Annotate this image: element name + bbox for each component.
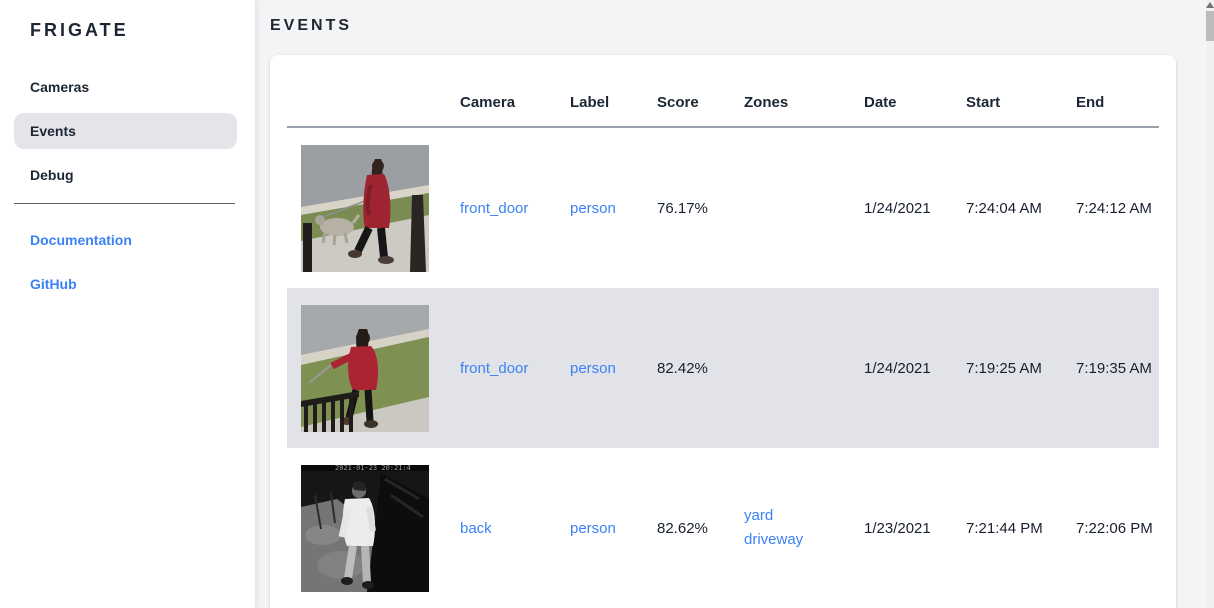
sidebar-nav: Cameras Events Debug Documentation GitHu… [0, 69, 255, 302]
camera-cell: back [460, 520, 570, 537]
label-cell: person [570, 520, 657, 537]
zone-link[interactable]: driveway [744, 531, 804, 548]
table-header-row: Camera Label Score Zones Date Start End [287, 55, 1159, 128]
event-thumbnail[interactable] [287, 144, 460, 272]
column-header-end: End [1076, 94, 1105, 111]
date-cell: 1/23/2021 [864, 519, 931, 537]
label-cell: person [570, 360, 657, 377]
main-content: EVENTS Camera Label Score Zones Date Sta… [255, 0, 1214, 608]
start-cell: 7:19:25 AM [966, 359, 1042, 377]
svg-text:2021-01-23 20:21:4: 2021-01-23 20:21:4 [335, 465, 411, 472]
table-row-selected[interactable]: front_door person 82.42% 1/24/2021 7:19:… [287, 288, 1159, 448]
column-header-camera: Camera [460, 94, 516, 111]
scrollbar-thumb[interactable] [1206, 11, 1214, 41]
sidebar-item-events[interactable]: Events [14, 113, 237, 149]
events-card: Camera Label Score Zones Date Start End [270, 55, 1176, 608]
sidebar-item-debug[interactable]: Debug [30, 167, 74, 183]
start-cell: 7:21:44 PM [966, 519, 1043, 537]
event-thumbnail[interactable]: 2021-01-23 20:21:4 [287, 464, 460, 592]
event-thumbnail-image [301, 144, 429, 272]
date-cell: 1/24/2021 [864, 359, 931, 377]
sidebar-link-github[interactable]: GitHub [30, 276, 77, 292]
event-thumbnail-image: 2021-01-23 20:21:4 [301, 464, 429, 592]
date-cell: 1/24/2021 [864, 199, 931, 217]
end-cell: 7:22:06 PM [1076, 519, 1153, 537]
app-logo[interactable]: FRIGATE [30, 20, 129, 40]
start-cell: 7:24:04 AM [966, 199, 1042, 217]
scrollbar[interactable] [1206, 0, 1214, 608]
column-header-zones: Zones [744, 94, 789, 111]
camera-cell: front_door [460, 200, 570, 217]
camera-link[interactable]: back [460, 519, 492, 537]
score-cell: 76.17% [657, 199, 708, 217]
column-header-label: Label [570, 94, 610, 111]
zones-cell: yard driveway [744, 504, 864, 552]
page-title: EVENTS [270, 17, 353, 34]
event-thumbnail-image [301, 304, 429, 432]
score-cell: 82.62% [657, 519, 708, 537]
event-thumbnail[interactable] [287, 304, 460, 432]
scroll-up-arrow-icon[interactable] [1206, 2, 1214, 8]
score-cell: 82.42% [657, 359, 708, 377]
camera-link[interactable]: front_door [460, 359, 529, 377]
sidebar-item-cameras[interactable]: Cameras [30, 79, 90, 95]
table-row[interactable]: front_door person 76.17% 1/24/2021 7:24:… [287, 128, 1159, 288]
sidebar-link-documentation[interactable]: Documentation [30, 232, 132, 248]
column-header-start: Start [966, 94, 1001, 111]
label-link[interactable]: person [570, 199, 616, 217]
column-header-score: Score [657, 94, 699, 111]
end-cell: 7:24:12 AM [1076, 199, 1152, 217]
end-cell: 7:19:35 AM [1076, 359, 1152, 377]
label-cell: person [570, 200, 657, 217]
camera-cell: front_door [460, 360, 570, 377]
column-header-date: Date [864, 94, 897, 111]
camera-link[interactable]: front_door [460, 199, 529, 217]
sidebar: FRIGATE Cameras Events Debug Documentati… [0, 0, 255, 608]
label-link[interactable]: person [570, 519, 616, 537]
table-row[interactable]: 2021-01-23 20:21:4 back person 82.62% ya… [287, 448, 1159, 608]
sidebar-divider [14, 203, 235, 204]
label-link[interactable]: person [570, 359, 616, 377]
zone-link[interactable]: yard [744, 507, 774, 524]
column-header-thumbnail [287, 111, 460, 126]
